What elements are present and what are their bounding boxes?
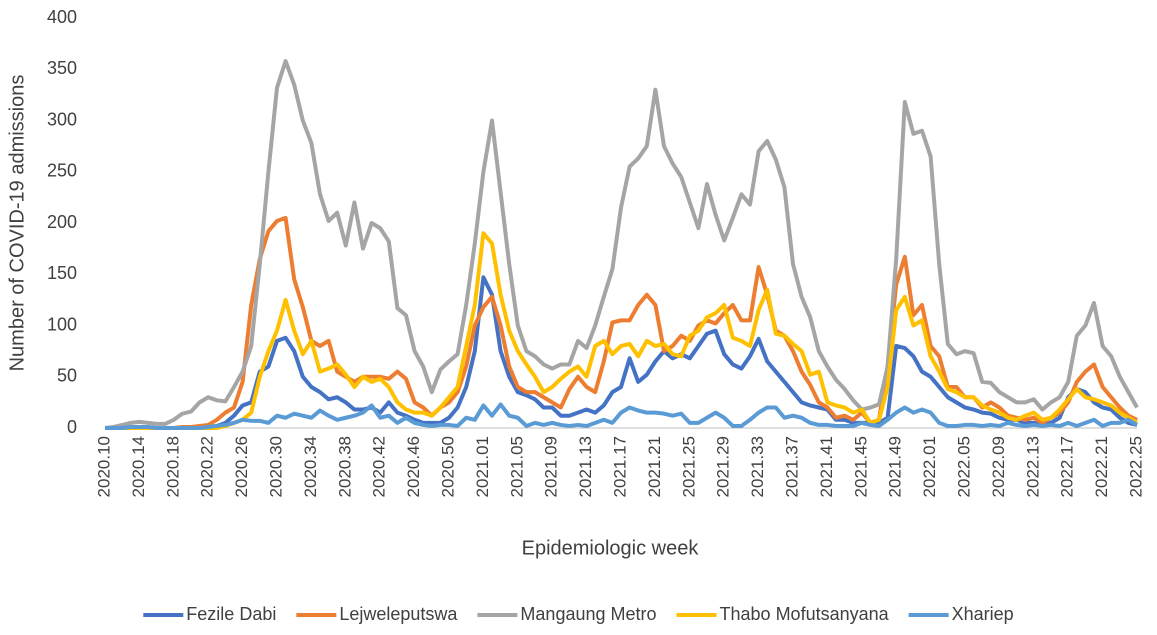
x-tick-label: 2020.10 (94, 436, 113, 497)
y-axis-title: Number of COVID-19 admissions (6, 75, 28, 372)
x-tick-label: 2022.13 (1023, 436, 1042, 497)
x-tick-label: 2020.22 (198, 436, 217, 497)
x-tick-label: 2021.49 (886, 436, 905, 497)
x-tick-label: 2021.25 (679, 436, 698, 497)
series-line (104, 59, 1139, 430)
x-tick-label: 2021.37 (782, 436, 801, 497)
x-tick-label: 2022.25 (1126, 436, 1145, 497)
x-tick-label: 2021.01 (473, 436, 492, 497)
x-tick-label: 2020.42 (370, 436, 389, 497)
legend-label: Lejweleputswa (339, 604, 458, 624)
y-tick-label: 250 (47, 161, 77, 181)
series-line (105, 275, 1138, 430)
x-tick-label: 2020.26 (232, 436, 251, 497)
legend-label: Fezile Dabi (186, 604, 276, 624)
x-tick-label: 2020.30 (266, 436, 285, 497)
x-tick-label: 2020.50 (438, 436, 457, 497)
x-tick-label: 2020.14 (129, 436, 148, 497)
x-tick-label: 2022.05 (954, 436, 973, 497)
x-tick-label: 2022.21 (1092, 436, 1111, 497)
y-tick-label: 100 (47, 314, 77, 334)
x-tick-label: 2020.46 (404, 436, 423, 497)
x-tick-label: 2021.17 (610, 436, 629, 497)
x-tick-label: 2021.41 (817, 436, 836, 497)
x-tick-label: 2022.01 (920, 436, 939, 497)
x-tick-label: 2020.18 (163, 436, 182, 497)
x-tick-label: 2021.13 (576, 436, 595, 497)
x-tick-label: 2022.09 (989, 436, 1008, 497)
y-tick-label: 300 (47, 109, 77, 129)
x-tick-label: 2021.45 (851, 436, 870, 497)
y-tick-label: 0 (67, 417, 77, 437)
x-tick-label: 2021.05 (507, 436, 526, 497)
x-tick-label: 2020.38 (335, 436, 354, 497)
x-tick-label: 2021.29 (714, 436, 733, 497)
y-tick-label: 350 (47, 58, 77, 78)
legend-label: Xhariep (952, 604, 1014, 624)
y-tick-label: 50 (57, 366, 77, 386)
y-tick-label: 200 (47, 212, 77, 232)
x-tick-label: 2021.09 (542, 436, 561, 497)
x-tick-label: 2020.34 (301, 436, 320, 497)
y-tick-label: 150 (47, 263, 77, 283)
legend-label: Mangaung Metro (520, 604, 656, 624)
legend: Fezile Dabi Lejweleputswa Mangaung Metro Th… (143, 604, 1014, 624)
x-tick-label: 2022.17 (1058, 436, 1077, 497)
legend-label: Thabo Mofutsanyana (720, 604, 890, 624)
x-tick-label: 2021.21 (645, 436, 664, 497)
series-line (105, 231, 1139, 430)
y-tick-label: 400 (47, 7, 77, 27)
series-line (105, 402, 1139, 430)
x-axis-title: Epidemiologic week (522, 537, 700, 559)
x-tick-label: 2021.33 (748, 436, 767, 497)
